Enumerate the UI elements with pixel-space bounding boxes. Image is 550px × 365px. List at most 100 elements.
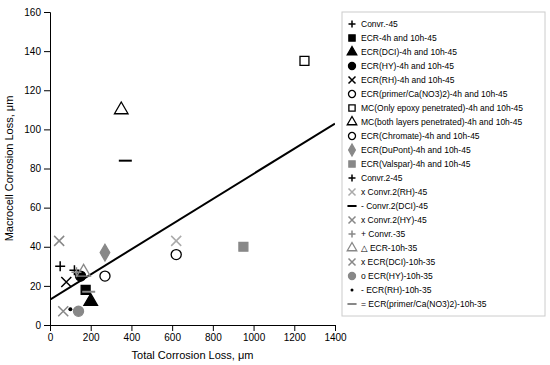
tick-label: 1200	[284, 332, 307, 343]
tick-mark	[254, 325, 255, 331]
legend-label: MC(Only epoxy penetrated)-4h and 10h-45	[361, 103, 523, 113]
legend-swatch	[349, 77, 356, 84]
legend-label: ECR(DuPont)-4h and 10h-45	[361, 145, 471, 155]
tick: 120	[24, 85, 50, 96]
legend-entry: x ECR(DCI)-10h-35	[349, 257, 436, 267]
tick-label: 40	[30, 241, 42, 252]
legend-label: x ECR(DCI)-10h-35	[361, 257, 435, 267]
tick-label: 20	[30, 281, 42, 292]
legend-entry: Convr.-45	[349, 19, 399, 29]
marks	[50, 56, 335, 316]
tick-label: 80	[30, 163, 42, 174]
tick: 0	[35, 320, 50, 331]
point	[54, 236, 64, 246]
tick-mark	[44, 51, 50, 52]
legend-swatch	[349, 21, 356, 28]
tick-mark	[44, 325, 50, 326]
legend-entry: ECR(RH)-4h and 10h-45	[349, 75, 455, 85]
legend-label: - Convr.2(DCI)-45	[361, 201, 428, 211]
plot: 0200400600800100012001400020406080100120…	[24, 7, 347, 343]
legend-entry: ECR(DuPont)-4h and 10h-45	[349, 144, 471, 156]
legend-swatch	[348, 90, 355, 97]
legend-label: ECR(Chromate)-4h and 10h-45	[361, 131, 480, 141]
tick-label: 200	[83, 332, 100, 343]
point	[100, 244, 110, 261]
tick-label: 120	[24, 85, 41, 96]
legend-label: △ ECR-10h-35	[361, 243, 417, 253]
legend-swatch	[349, 105, 355, 111]
legend-label: ECR(HY)-4h and 10h-45	[361, 61, 454, 71]
tick-mark	[91, 325, 92, 331]
legend-label: ECR(DCI)-4h and 10h-45	[361, 47, 457, 57]
legend-swatch	[349, 259, 356, 266]
regression-line	[50, 124, 335, 300]
legend-swatch	[349, 175, 356, 182]
tick: 800	[205, 325, 222, 343]
point	[68, 307, 72, 311]
legend-swatch	[348, 62, 355, 69]
legend-entry: = ECR(primer/Ca(NO3)2)-10h-35	[347, 299, 486, 309]
legend-swatch	[349, 231, 356, 238]
tick-mark	[44, 247, 50, 248]
legend-swatch	[347, 117, 357, 125]
legend-entry: MC(both layers penetrated)-4h and 10h-45	[347, 117, 522, 127]
tick: 20	[30, 281, 50, 292]
legend: Convr.-45 ECR-4h and 10h-45 ECR(DCI)-4h an…	[342, 12, 545, 316]
legend-label: Convr.-45	[361, 19, 398, 29]
legend-entry: - ECR(RH)-10h-35	[351, 285, 432, 295]
point	[58, 306, 68, 316]
tick-label: 100	[24, 124, 41, 135]
legend-label: + Convr.-35	[361, 229, 405, 239]
legend-label: x Convr.2(RH)-45	[361, 187, 427, 197]
tick-mark	[131, 325, 132, 331]
legend-entry: Convr.2-45	[349, 173, 403, 183]
tick-mark	[44, 169, 50, 170]
tick: 160	[24, 7, 50, 18]
tick: 80	[30, 163, 50, 174]
x-axis-title: Total Corrosion Loss, μm	[132, 349, 254, 361]
tick: 140	[24, 46, 50, 57]
tick: 40	[30, 241, 50, 252]
point	[300, 56, 309, 65]
legend-entry: ECR(HY)-4h and 10h-45	[348, 61, 454, 71]
point	[73, 306, 83, 316]
tick-label: 400	[124, 332, 141, 343]
tick: 400	[124, 325, 141, 343]
legend-swatch	[349, 161, 355, 167]
legend-entry: o ECR(HY)-10h-35	[348, 271, 433, 281]
legend-swatch	[347, 47, 357, 55]
legend-entry: ECR-4h and 10h-45	[349, 33, 437, 43]
legend-swatch	[349, 35, 355, 41]
y-axis: 0 20 40 60 80 100 120 140 160	[24, 7, 50, 331]
legend-swatch	[349, 217, 356, 224]
point	[119, 160, 132, 162]
legend-swatch	[351, 289, 354, 292]
tick-label: 0	[35, 320, 41, 331]
tick-label: 140	[24, 46, 41, 57]
tick-mark	[172, 325, 173, 331]
legend-swatch	[348, 272, 355, 279]
legend-label: = ECR(primer/Ca(NO3)2)-10h-35	[361, 299, 487, 309]
x-axis: 0200400600800100012001400	[48, 325, 347, 343]
y-axis-title: Macrocell Corrosion Loss, μm	[3, 96, 15, 242]
point	[82, 291, 95, 293]
tick-mark	[213, 325, 214, 331]
axis-line	[44, 13, 51, 326]
tick: 100	[24, 124, 50, 135]
point	[55, 261, 65, 271]
point	[114, 102, 128, 114]
point	[77, 264, 91, 276]
legend-label: MC(both layers penetrated)-4h and 10h-45	[361, 117, 522, 127]
tick: 1000	[243, 325, 266, 343]
legend-swatch	[348, 132, 355, 139]
tick-mark	[44, 12, 50, 13]
tick-mark	[44, 129, 50, 130]
tick-mark	[44, 286, 50, 287]
point	[239, 242, 248, 251]
legend-label: Convr.2-45	[361, 173, 403, 183]
tick: 0	[48, 325, 54, 343]
tick-label: 60	[30, 202, 42, 213]
tick-mark	[294, 325, 295, 331]
tick-mark	[44, 90, 50, 91]
legend-entry: ECR(primer/Ca(NO3)2)-4h and 10h-45	[348, 89, 507, 99]
